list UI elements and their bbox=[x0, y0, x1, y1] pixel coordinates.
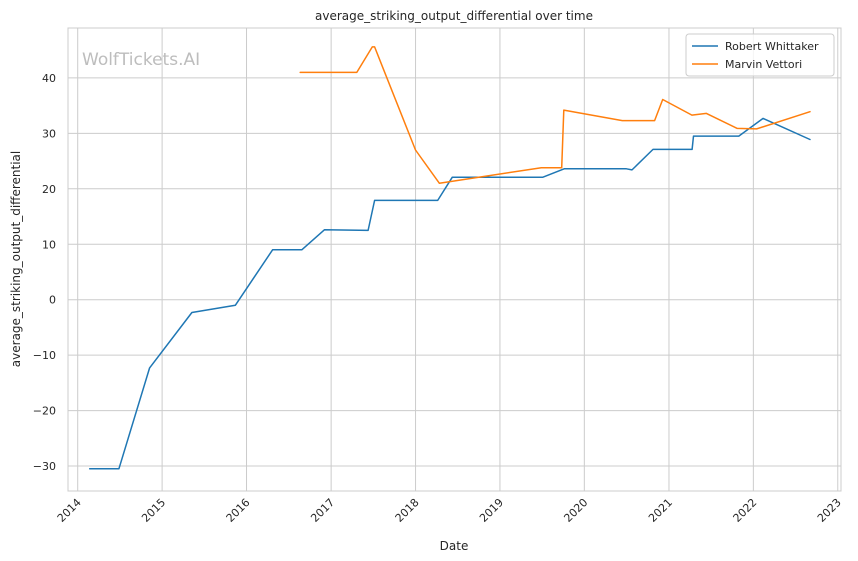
x-tick-label: 2021 bbox=[646, 496, 675, 525]
chart-title: average_striking_output_differential ove… bbox=[315, 9, 593, 23]
y-tick-label: 30 bbox=[42, 127, 56, 140]
y-tick-label: 40 bbox=[42, 72, 56, 85]
x-tick-label: 2015 bbox=[139, 496, 168, 525]
legend-label-marvin-vettori: Marvin Vettori bbox=[725, 58, 802, 71]
y-tick-label: 20 bbox=[42, 183, 56, 196]
x-tick-label: 2016 bbox=[224, 496, 253, 525]
plot-background bbox=[68, 28, 841, 491]
gridlines bbox=[68, 28, 841, 491]
x-tick-label: 2022 bbox=[730, 496, 759, 525]
y-tick-label: 0 bbox=[49, 294, 56, 307]
y-axis-ticks: −30 −20 −10 0 10 20 30 40 bbox=[33, 72, 56, 473]
series-line-marvin-vettori bbox=[299, 46, 811, 185]
x-tick-label: 2018 bbox=[393, 496, 422, 525]
x-tick-label: 2019 bbox=[477, 496, 506, 525]
y-tick-label: −30 bbox=[33, 460, 56, 473]
y-tick-label: −20 bbox=[33, 405, 56, 418]
legend-box bbox=[685, 33, 835, 77]
x-tick-label: 2017 bbox=[308, 496, 337, 525]
x-tick-label: 2020 bbox=[561, 496, 590, 525]
x-axis-ticks: 2014 2015 2016 2017 2018 2019 2020 2021 2022 2023 bbox=[55, 496, 844, 525]
series-line-robert-whittaker bbox=[88, 117, 811, 470]
y-tick-label: 10 bbox=[42, 238, 56, 251]
y-axis-label: average_striking_output_differential bbox=[9, 151, 23, 367]
x-axis-label: Date bbox=[440, 539, 469, 553]
legend-label-robert-whittaker: Robert Whittaker bbox=[725, 40, 819, 53]
legend: Robert Whittaker Marvin Vettori bbox=[685, 33, 835, 77]
x-tick-label: 2023 bbox=[815, 496, 844, 525]
x-tick-label: 2014 bbox=[55, 496, 84, 525]
series-layer bbox=[88, 46, 811, 470]
y-tick-label: −10 bbox=[33, 349, 56, 362]
watermark: WolfTickets.AI bbox=[82, 50, 200, 70]
plot-frame bbox=[67, 27, 842, 492]
